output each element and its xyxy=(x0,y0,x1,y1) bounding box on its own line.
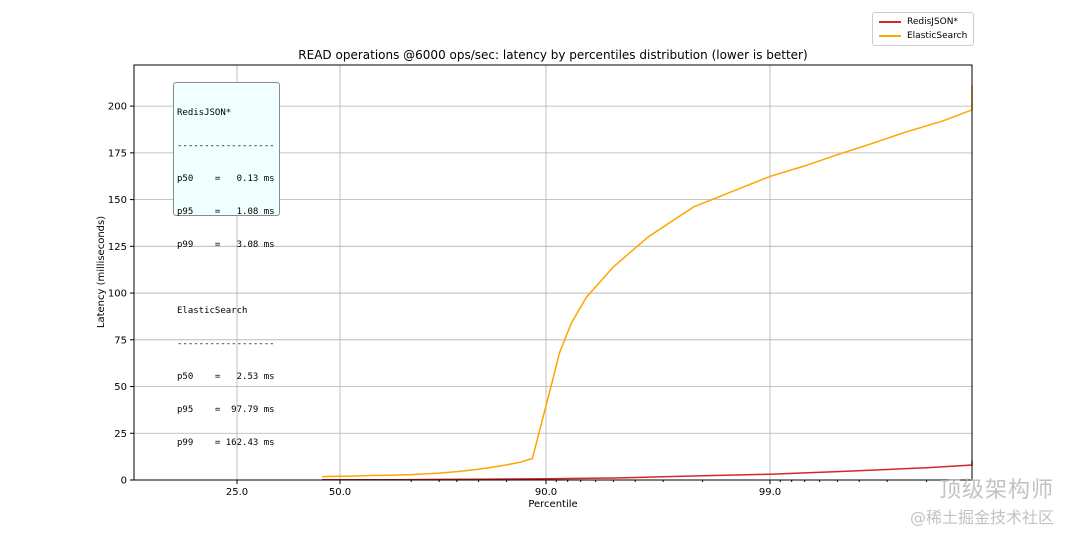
stats-line: p50 = 2.53 ms xyxy=(177,372,275,382)
watermark-title: 顶级架构师 xyxy=(938,478,1054,503)
grid-lines xyxy=(134,65,972,481)
watermark-subtitle: @稀土掘金技术社区 xyxy=(909,508,1054,527)
stats-line: RedisJSON* xyxy=(177,108,232,118)
series-line-elasticsearch xyxy=(321,85,973,478)
y-ticks: 0 25 50 75 100 125 150 175 200 xyxy=(108,102,134,487)
y-tick-label: 100 xyxy=(108,289,127,300)
y-tick-label: 175 xyxy=(108,148,127,159)
x-axis-label: Percentile xyxy=(528,499,577,510)
x-tick-label: 99.0 xyxy=(759,487,781,498)
stats-line: ElasticSearch xyxy=(177,306,248,316)
legend-swatch-elasticsearch xyxy=(879,34,901,37)
stats-line: p99 = 162.43 ms xyxy=(177,438,275,448)
chart-title: READ operations @6000 ops/sec: latency b… xyxy=(298,48,807,62)
legend-label-redisjson: RedisJSON* xyxy=(907,17,958,27)
y-axis-label: Latency (milliseconds) xyxy=(96,216,107,328)
stats-line: ------------------ xyxy=(177,141,275,151)
plot-area-frame xyxy=(133,64,973,481)
percentile-stats-box: RedisJSON* ------------------ p50 = 0.13… xyxy=(173,82,280,448)
y-tick-label: 0 xyxy=(121,476,127,487)
stats-line: p50 = 0.13 ms xyxy=(177,174,275,184)
stats-line: p99 = 3.08 ms xyxy=(177,240,275,250)
x-tick-label: 50.0 xyxy=(329,487,351,498)
legend-item-redisjson: RedisJSON* xyxy=(879,15,958,29)
legend-label-elasticsearch: ElasticSearch xyxy=(907,31,968,41)
y-tick-label: 75 xyxy=(114,335,127,346)
legend-swatch-redisjson xyxy=(879,20,901,23)
stats-line: p95 = 97.79 ms xyxy=(177,405,275,415)
chart-legend: RedisJSON* ElasticSearch xyxy=(872,12,974,46)
y-tick-label: 25 xyxy=(114,429,127,440)
stats-line xyxy=(177,273,279,284)
x-ticks: 25.0 50.0 90.0 99.0 xyxy=(226,480,928,498)
y-tick-label: 200 xyxy=(108,102,127,113)
legend-item-elasticsearch: ElasticSearch xyxy=(879,29,967,43)
x-tick-label: 90.0 xyxy=(535,487,557,498)
watermark: 顶级架构师 @稀土掘金技术社区 xyxy=(910,472,1054,528)
stats-line: ------------------ xyxy=(177,339,275,349)
series-lines xyxy=(321,85,973,481)
y-tick-label: 125 xyxy=(108,242,127,253)
stats-line: p95 = 1.08 ms xyxy=(177,207,275,217)
y-tick-label: 150 xyxy=(108,195,127,206)
y-tick-label: 50 xyxy=(114,382,127,393)
x-tick-label: 25.0 xyxy=(226,487,248,498)
series-line-redisjson xyxy=(322,460,973,481)
